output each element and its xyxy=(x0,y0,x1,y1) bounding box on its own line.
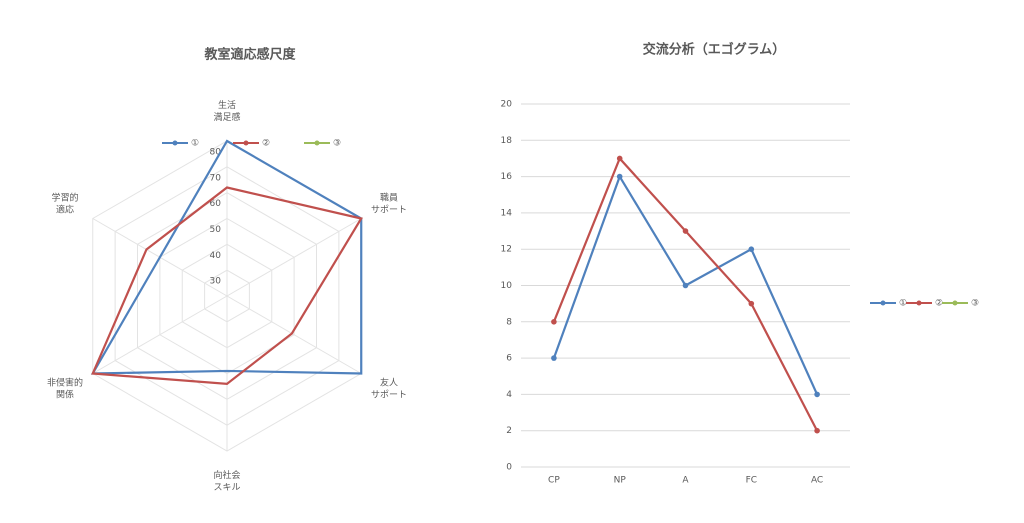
y-tick-label: 20 xyxy=(501,100,513,110)
y-tick-label: 8 xyxy=(506,317,512,327)
series-line xyxy=(91,186,363,385)
category-label: 職員サポート xyxy=(371,192,407,215)
category-label: 生活満足感 xyxy=(213,99,240,123)
legend-label: ② xyxy=(262,139,270,149)
y-tick-label: 16 xyxy=(501,172,513,182)
x-tick-label: A xyxy=(682,476,689,486)
legend-label: ② xyxy=(935,299,943,309)
y-tick-label: 0 xyxy=(506,463,512,473)
r-tick-label: 60 xyxy=(210,199,222,209)
r-tick-label: 80 xyxy=(210,148,222,158)
y-tick-label: 12 xyxy=(501,245,512,255)
y-tick-label: 10 xyxy=(501,281,513,291)
point xyxy=(551,319,557,325)
legend-marker xyxy=(952,300,958,306)
x-tick-label: AC xyxy=(811,476,823,486)
point xyxy=(551,355,557,361)
y-tick-label: 18 xyxy=(501,136,513,146)
y-tick-label: 4 xyxy=(506,390,512,400)
x-tick-label: FC xyxy=(746,476,757,486)
r-tick-label: 50 xyxy=(210,225,222,235)
point xyxy=(682,228,689,234)
series-line xyxy=(552,156,819,432)
legend-marker xyxy=(243,140,249,146)
point xyxy=(814,427,820,434)
point xyxy=(814,391,820,398)
legend-label: ① xyxy=(191,139,199,149)
category-label: 向社会スキル xyxy=(213,469,240,493)
legend-label: ③ xyxy=(333,139,341,149)
r-tick-label: 70 xyxy=(210,173,222,183)
chart-title: 交流分析（エゴグラム） xyxy=(643,42,786,58)
point xyxy=(616,155,623,162)
legend-marker xyxy=(314,140,320,146)
legend-marker xyxy=(916,300,922,306)
x-tick-label: NP xyxy=(614,476,627,486)
point xyxy=(748,300,755,307)
y-tick-label: 14 xyxy=(501,208,513,218)
spoke xyxy=(92,295,228,374)
legend-label: ③ xyxy=(971,299,979,309)
point xyxy=(748,246,755,252)
category-label: 友人サポート xyxy=(371,376,407,400)
category-label: 学習的適応 xyxy=(52,191,79,215)
spoke xyxy=(226,218,362,297)
point xyxy=(616,173,623,180)
legend-label: ① xyxy=(899,299,907,309)
chart-title: 教室適応感尺度 xyxy=(203,47,296,63)
point xyxy=(682,282,689,289)
y-tick-label: 6 xyxy=(506,354,512,364)
y-tick-label: 2 xyxy=(506,426,512,436)
spoke xyxy=(226,295,362,374)
r-tick-label: 40 xyxy=(210,251,222,261)
legend-marker xyxy=(880,300,886,306)
category-label: 非侵害的関係 xyxy=(47,376,83,400)
legend-marker xyxy=(172,140,178,146)
r-tick-label: 30 xyxy=(210,277,222,287)
x-tick-label: CP xyxy=(548,476,560,486)
